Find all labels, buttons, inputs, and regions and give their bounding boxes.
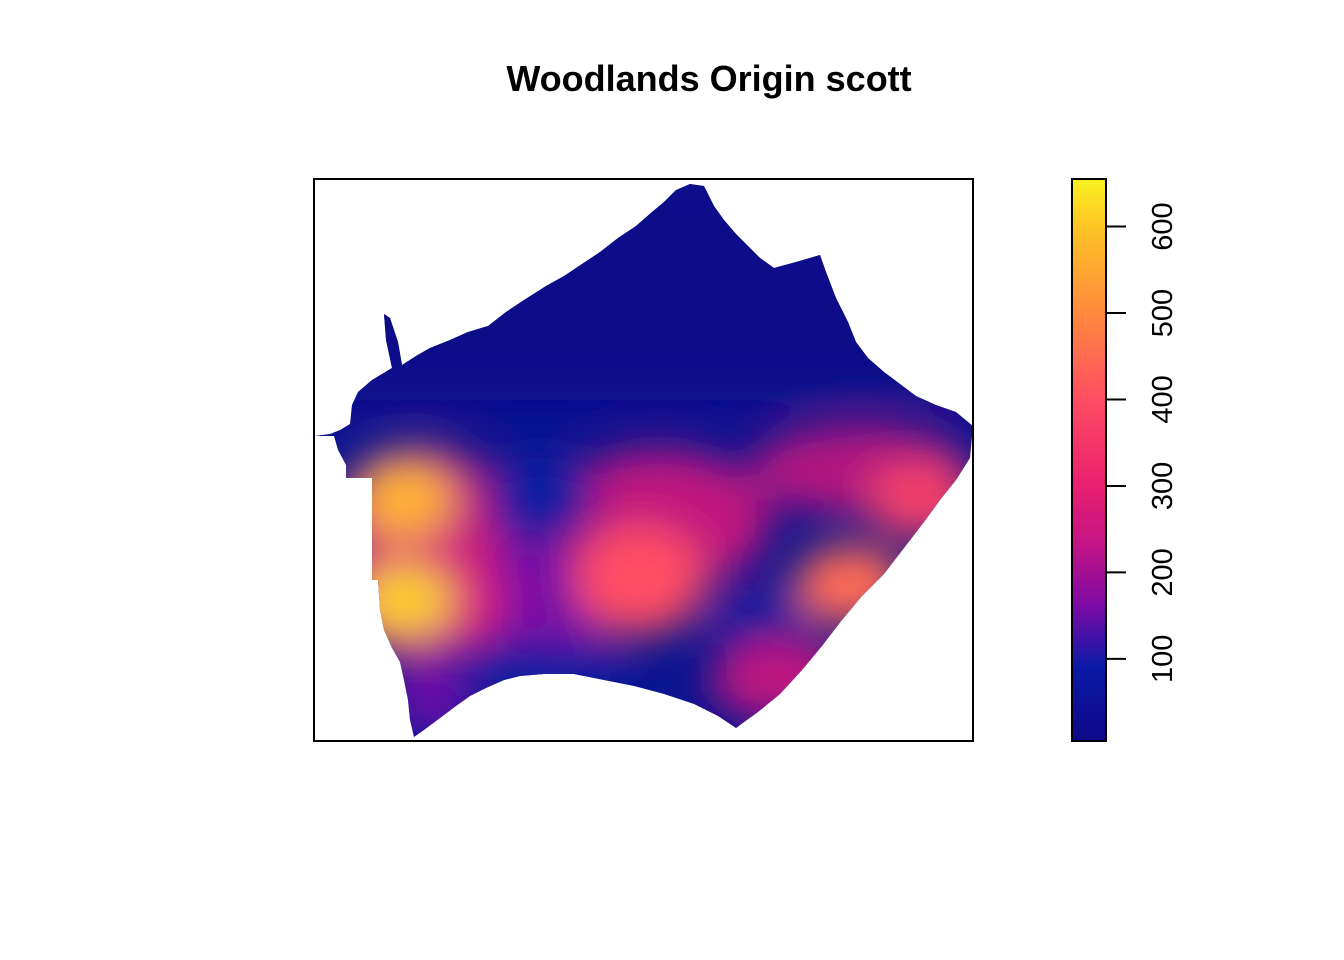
colorbar-tick-label: 200 [1147,548,1179,596]
colorbar-tick-label: 300 [1147,462,1179,510]
color-legend: 100 200 300 400 500 600 [1071,178,1179,742]
colorbar-tick-label: 500 [1147,289,1179,337]
colorbar-tick-label: 600 [1147,202,1179,250]
chart-title: Woodlands Origin scott [506,58,912,99]
colorbar-tick-label: 400 [1147,375,1179,423]
color-bar [1071,178,1107,742]
plot-frame [313,178,974,742]
heatmap-surface [314,184,973,737]
colorbar-tick-label: 100 [1147,635,1179,683]
